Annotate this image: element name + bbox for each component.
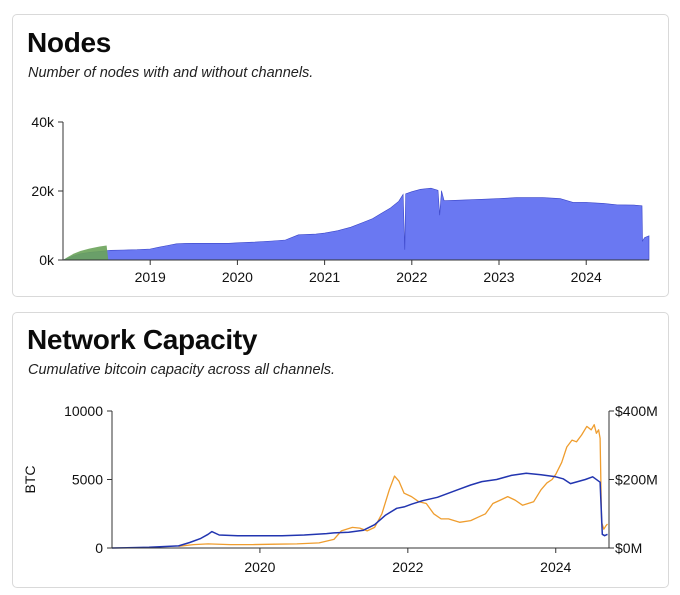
capacity-y-tick-label: 0 [95,540,103,556]
nodes-x-tick-label: 2021 [309,269,340,285]
nodes-chart: 0k 20k 40k 2019 2020 2021 2022 2023 2024 [31,114,650,285]
capacity-y-axis-label: BTC [22,466,38,494]
capacity-x-tick-label: 2024 [540,559,571,575]
nodes-subtitle: Number of nodes with and without channel… [28,65,314,81]
nodes-x-tick-label: 2023 [483,269,514,285]
capacity-usd-line [178,424,608,547]
nodes-without-channels-area [63,245,109,260]
nodes-y-tick-label: 20k [31,183,55,199]
capacity-btc-line [111,472,608,549]
capacity-y2-tick-label: $400M [615,403,658,419]
capacity-y-tick-label: 5000 [72,472,103,488]
capacity-x-tick-label: 2022 [392,559,423,575]
capacity-subtitle: Cumulative bitcoin capacity across all c… [28,362,336,378]
capacity-title: Network Capacity [27,324,258,355]
capacity-card: Network Capacity Cumulative bitcoin capa… [12,312,669,588]
nodes-x-tick-label: 2020 [222,269,253,285]
nodes-x-tick-label: 2024 [571,269,602,285]
capacity-chart: 0 5000 10000 $0M $200M $400M 2020 2022 2024 BTC [22,403,658,575]
capacity-y2-tick-label: $0M [615,540,642,556]
capacity-x-tick-label: 2020 [244,559,275,575]
nodes-title: Nodes [27,27,112,58]
nodes-card: Nodes Number of nodes with and without c… [12,14,669,297]
capacity-y2-tick-label: $200M [615,472,658,488]
nodes-y-tick-label: 40k [31,114,55,130]
nodes-y-tick-label: 0k [39,252,55,268]
nodes-x-tick-label: 2022 [396,269,427,285]
capacity-y-tick-label: 10000 [64,403,103,419]
nodes-with-channels-area [62,187,650,261]
nodes-x-tick-label: 2019 [135,269,166,285]
